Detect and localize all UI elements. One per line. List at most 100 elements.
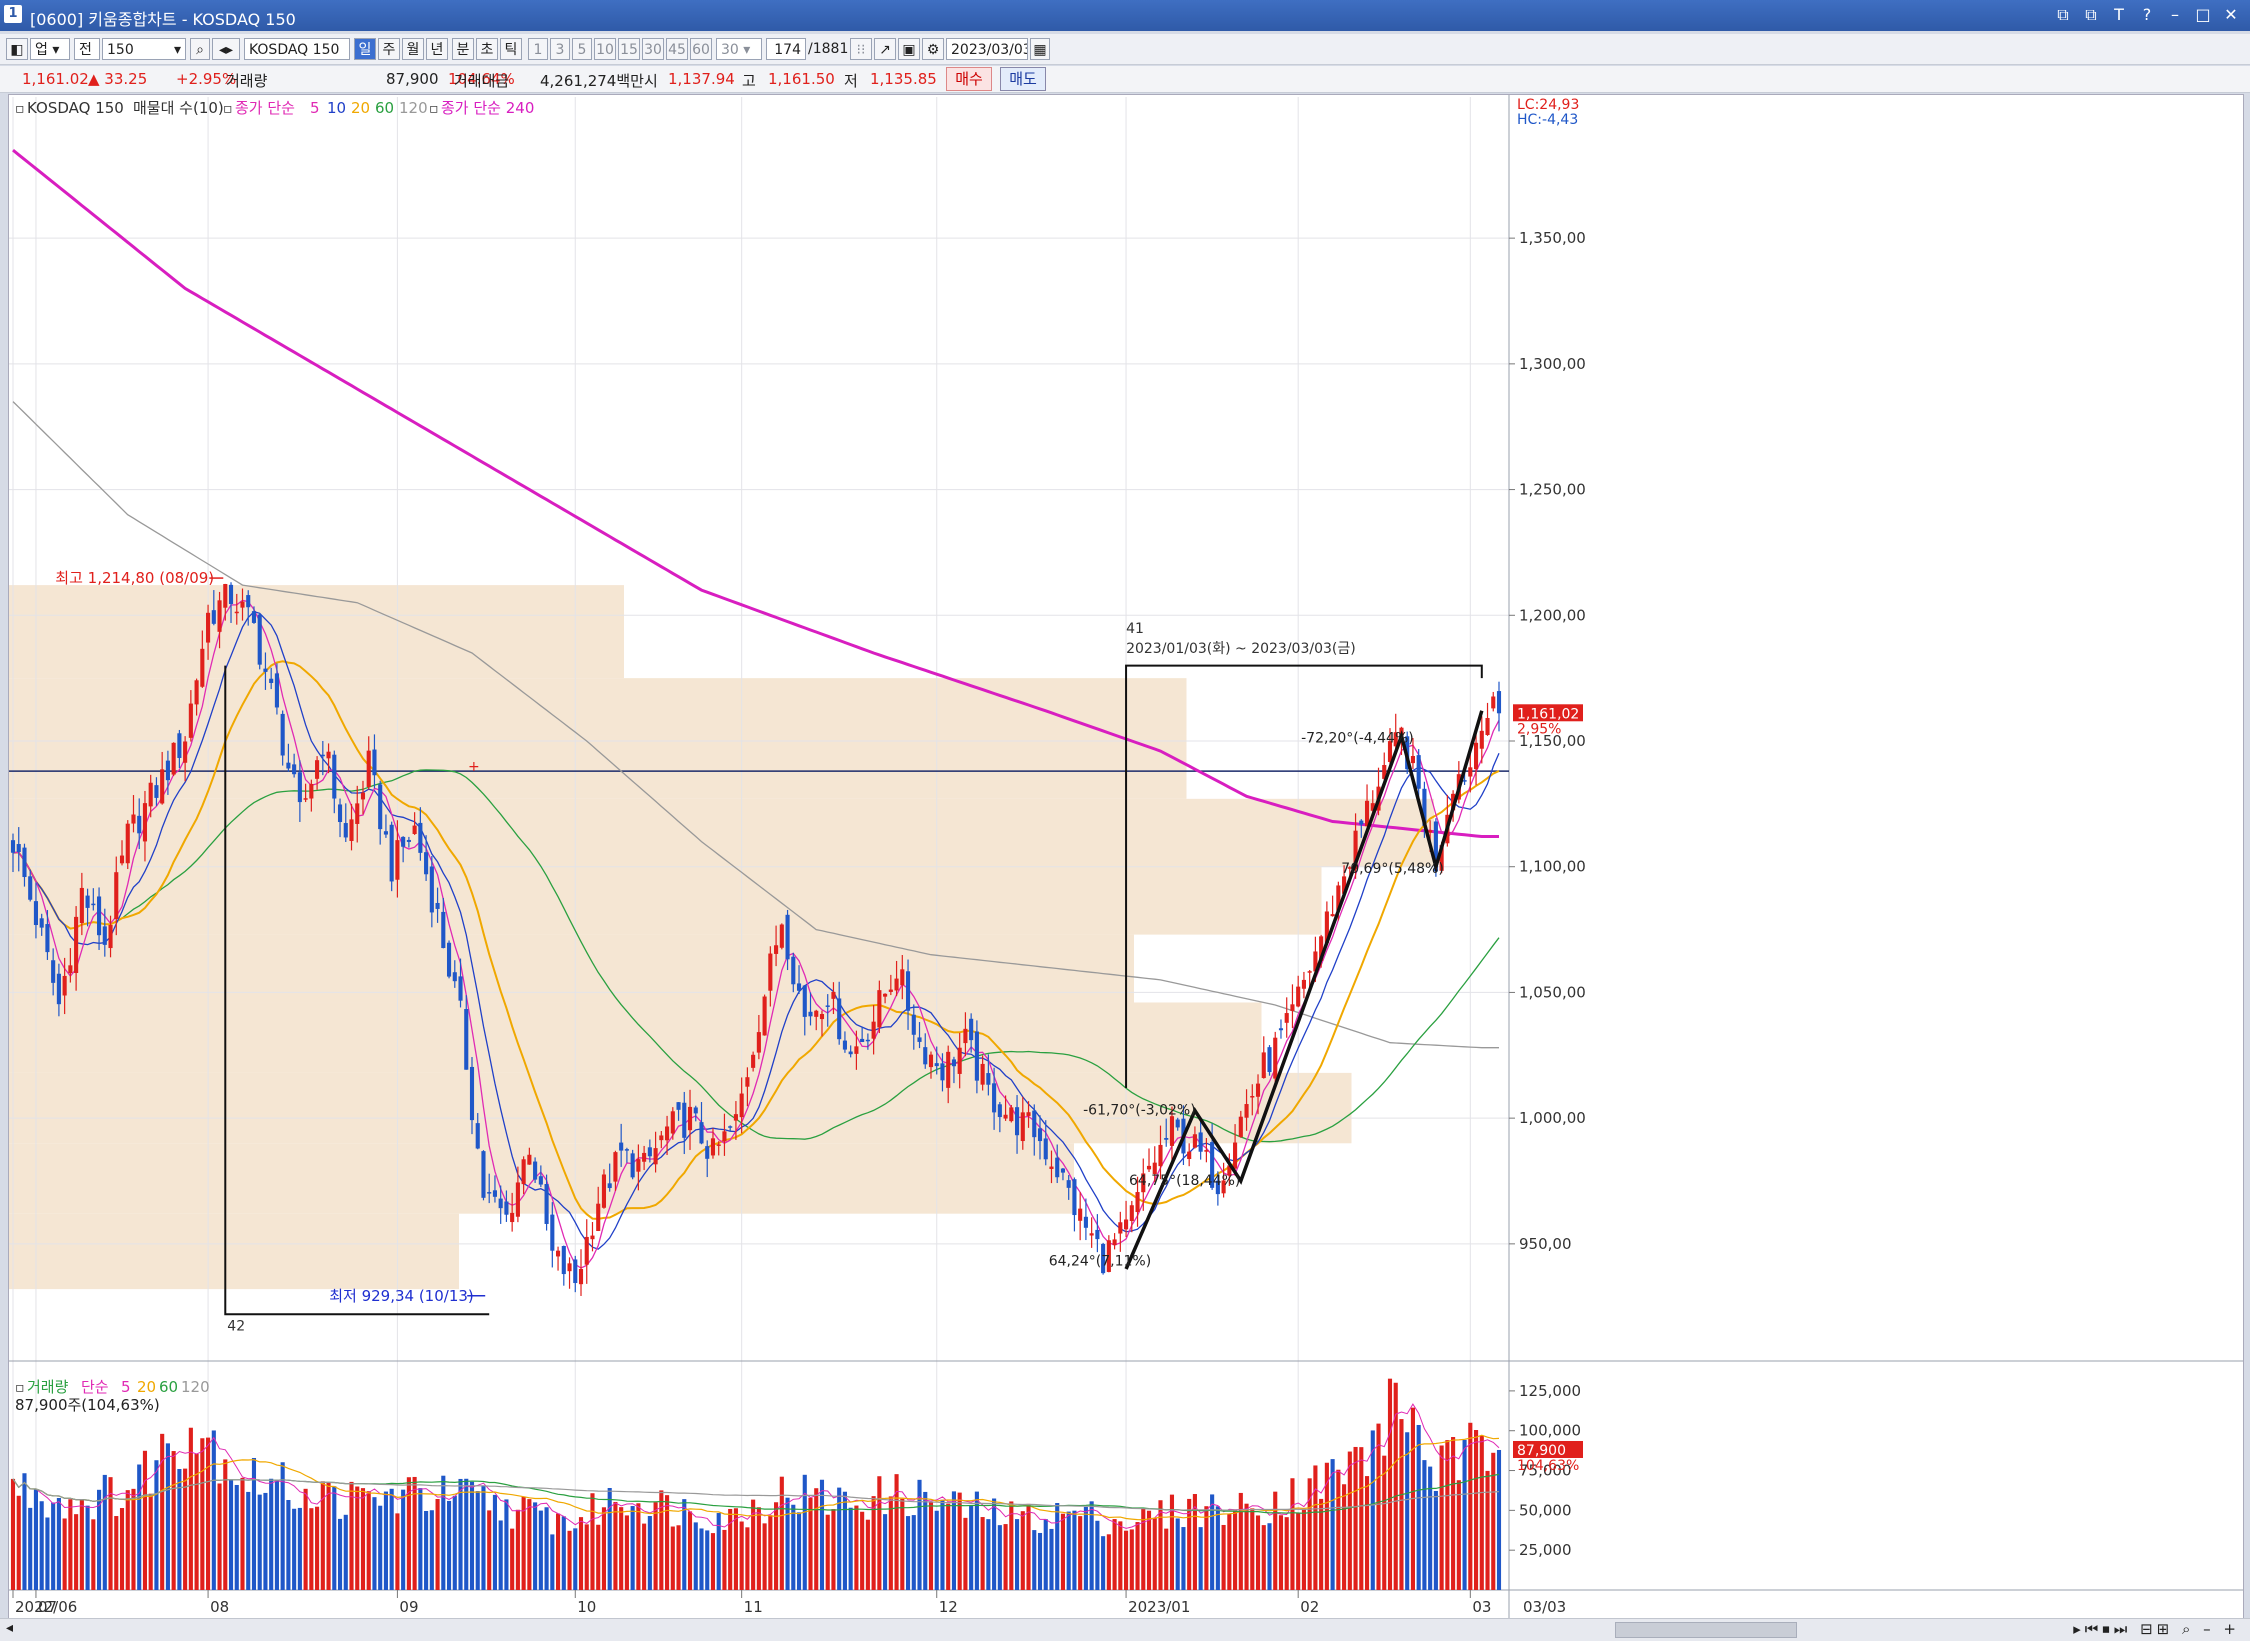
minute-10[interactable]: 10 bbox=[594, 38, 616, 60]
candle-body bbox=[366, 750, 371, 787]
restore-layout-icon[interactable]: ⧉ bbox=[2057, 5, 2069, 24]
volume-bar bbox=[1416, 1424, 1421, 1590]
candle bbox=[498, 1185, 503, 1224]
candle-body bbox=[1152, 1162, 1157, 1175]
candle-body bbox=[165, 760, 170, 781]
candle-body bbox=[728, 1126, 733, 1128]
scroll-left-icon[interactable]: ◂ bbox=[6, 1620, 14, 1636]
candle bbox=[624, 1147, 629, 1163]
help-icon[interactable]: ? bbox=[2142, 5, 2152, 24]
candle-body bbox=[119, 855, 125, 864]
calendar-icon[interactable]: ▦ bbox=[1030, 38, 1050, 60]
playback-controls-icon[interactable]: ▸⏮⏹⏭ ⊟⊞ ⌕ – + bbox=[2073, 1620, 2240, 1638]
date-tick-label: 2023/01 bbox=[1128, 1598, 1190, 1616]
volume-bar bbox=[980, 1517, 985, 1590]
count-bracket-42-label: 42 bbox=[227, 1318, 245, 1334]
name-field[interactable]: KOSDAQ 150 bbox=[244, 38, 350, 60]
volume-bar bbox=[1370, 1430, 1375, 1590]
link-window-icon[interactable]: ⧉ bbox=[2085, 5, 2097, 24]
volume-bar bbox=[16, 1495, 21, 1590]
volume-bar bbox=[1032, 1530, 1037, 1590]
date-tick-label: 09 bbox=[399, 1598, 418, 1616]
date-input[interactable]: 2023/03/03 bbox=[946, 38, 1028, 60]
candle bbox=[1382, 752, 1387, 784]
window-titlebar: 1 [0600] 키움종합차트 - KOSDAQ 150 ⧉ ⧉ T ? – □… bbox=[0, 0, 2250, 31]
maximize-icon[interactable]: □ bbox=[2195, 5, 2211, 24]
count-input[interactable]: 174 bbox=[766, 38, 806, 60]
volume-bar bbox=[1273, 1491, 1278, 1590]
candle bbox=[309, 779, 314, 812]
candle bbox=[1026, 1101, 1031, 1128]
chart-svg[interactable]: 최고 1,214,80 (08/09) 최저 929,34 (10/13) 42 41… bbox=[9, 95, 2243, 1619]
minute-1[interactable]: 1 bbox=[528, 38, 548, 60]
market-select[interactable]: 업 ▾ bbox=[30, 38, 70, 60]
candle-body bbox=[1284, 1013, 1289, 1023]
candle-body bbox=[1462, 780, 1467, 782]
candle-body bbox=[1187, 1151, 1192, 1160]
volume-bar bbox=[1491, 1452, 1496, 1590]
candle bbox=[257, 613, 262, 670]
volume-bar bbox=[934, 1510, 939, 1590]
price-tick-label: 1,250,00 bbox=[1519, 481, 1586, 499]
text-icon[interactable]: T bbox=[2114, 5, 2124, 24]
period-tick[interactable]: 틱 bbox=[500, 38, 522, 60]
minute-30[interactable]: 30 bbox=[642, 38, 664, 60]
period-second[interactable]: 초 bbox=[476, 38, 498, 60]
candle bbox=[808, 992, 813, 1026]
chart-scrollbar[interactable]: ◂ ▸⏮⏹⏭ ⊟⊞ ⌕ – + bbox=[0, 1618, 2250, 1641]
candle-body bbox=[429, 866, 434, 913]
volume-bar bbox=[51, 1502, 56, 1590]
volume-bar bbox=[1462, 1439, 1467, 1590]
gear-icon[interactable]: ⚙ bbox=[922, 38, 944, 60]
candle-body bbox=[62, 975, 67, 996]
interval-select[interactable]: 30 ▾ bbox=[716, 38, 762, 60]
search-icon[interactable]: ⌕ bbox=[190, 38, 210, 60]
minute-60[interactable]: 60 bbox=[690, 38, 712, 60]
chart-area[interactable]: 최고 1,214,80 (08/09) 최저 929,34 (10/13) 42 41… bbox=[8, 94, 2244, 1620]
candle bbox=[567, 1257, 572, 1289]
candle bbox=[102, 908, 107, 957]
scope-select[interactable]: 전 bbox=[74, 38, 100, 60]
candle bbox=[1060, 1167, 1066, 1181]
period-year[interactable]: 년 bbox=[426, 38, 448, 60]
minute-15[interactable]: 15 bbox=[618, 38, 640, 60]
candle bbox=[670, 1107, 675, 1140]
candle bbox=[1324, 901, 1329, 945]
buy-button[interactable]: 매수 bbox=[946, 67, 992, 91]
sell-button[interactable]: 매도 bbox=[1000, 67, 1046, 91]
volume-bar bbox=[871, 1496, 876, 1590]
date-tick-label: 02 bbox=[1300, 1598, 1319, 1616]
period-week[interactable]: 주 bbox=[378, 38, 400, 60]
volume-bar bbox=[808, 1497, 813, 1590]
volume-bar bbox=[1473, 1430, 1479, 1590]
minute-5[interactable]: 5 bbox=[572, 38, 592, 60]
save-icon[interactable]: ▣ bbox=[898, 38, 920, 60]
close-icon[interactable]: ✕ bbox=[2224, 5, 2238, 24]
code-input[interactable]: 150 ▾ bbox=[102, 38, 186, 60]
minimize-icon[interactable]: – bbox=[2171, 5, 2179, 24]
candle bbox=[320, 741, 325, 776]
period-minute[interactable]: 분 bbox=[452, 38, 474, 60]
prev-next-icon[interactable]: ◂▸ bbox=[212, 38, 240, 60]
period-month[interactable]: 월 bbox=[402, 38, 424, 60]
volume-bar bbox=[854, 1505, 859, 1590]
candle bbox=[429, 856, 434, 928]
volume-bar bbox=[1255, 1515, 1261, 1590]
candle bbox=[900, 955, 905, 1000]
candle-body bbox=[39, 918, 44, 928]
volume-bar bbox=[378, 1505, 383, 1590]
volume-bar bbox=[837, 1487, 842, 1590]
high-annotation: 최고 1,214,80 (08/09) bbox=[55, 569, 214, 587]
minute-45[interactable]: 45 bbox=[666, 38, 688, 60]
chart-menu-icon[interactable]: ◧ bbox=[6, 38, 28, 60]
candle bbox=[119, 840, 125, 866]
draw-icon[interactable]: ↗ bbox=[874, 38, 896, 60]
zoom-icon[interactable]: ⁝⁝ bbox=[850, 38, 872, 60]
volume-bar bbox=[963, 1517, 968, 1590]
scroll-thumb[interactable] bbox=[1615, 1622, 1797, 1638]
candle bbox=[1485, 702, 1490, 736]
candle-body bbox=[917, 1037, 922, 1042]
candle bbox=[791, 952, 796, 993]
minute-3[interactable]: 3 bbox=[550, 38, 570, 60]
period-day[interactable]: 일 bbox=[354, 38, 376, 60]
